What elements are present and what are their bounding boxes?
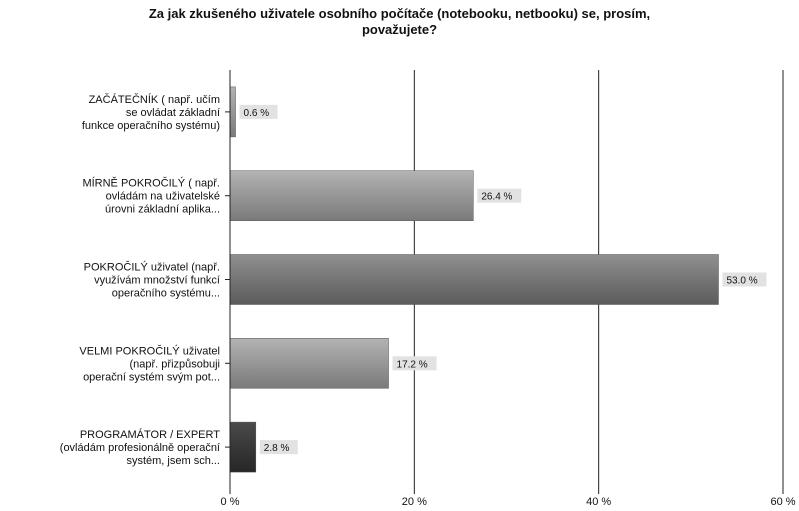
data-label-bg xyxy=(392,356,437,371)
x-tick-label: 0 % xyxy=(221,496,240,508)
bar xyxy=(229,338,389,389)
category-label: POKROČILÝ uživatel (např. využívám množst… xyxy=(84,261,220,300)
data-label: 17.2 % xyxy=(397,359,428,370)
x-tick-label: 40 % xyxy=(586,496,611,508)
bar xyxy=(229,170,474,221)
category-label: PROGRAMÁTOR / EXPERT (ovládám profesionál… xyxy=(60,428,220,467)
x-tick-label: 60 % xyxy=(770,496,795,508)
data-label: 0.6 % xyxy=(244,108,270,119)
category-label: MÍRNĚ POKROČILÝ ( např. ovládám na uživat… xyxy=(82,177,220,216)
bar xyxy=(229,254,719,305)
bars-layer xyxy=(229,86,719,473)
bar xyxy=(229,421,257,473)
labels-layer: ZAČÁTEČNÍK ( např. učím se ovládat základ… xyxy=(60,93,767,467)
category-label: VELMI POKROČILÝ uživatel (např. přizpůsob… xyxy=(79,344,220,383)
data-label: 53.0 % xyxy=(726,276,757,287)
data-label: 26.4 % xyxy=(481,192,512,203)
data-label-bg xyxy=(722,272,767,287)
chart-title-line-1: Za jak zkušeného uživatele osobního počí… xyxy=(148,6,651,21)
x-tick-label: 20 % xyxy=(402,496,427,508)
bar xyxy=(229,86,236,138)
data-label-bg xyxy=(477,188,522,203)
chart-title: Za jak zkušeného uživatele osobního počí… xyxy=(0,6,799,38)
data-label: 2.8 % xyxy=(264,443,290,454)
data-label-bg xyxy=(259,440,298,455)
category-label: ZAČÁTEČNÍK ( např. učím se ovládat základ… xyxy=(82,93,220,132)
chart-title-line-2: považujete? xyxy=(361,22,438,37)
axis-layer: 0 % 20 % 40 % 60 % xyxy=(221,70,796,508)
data-label-bg xyxy=(239,104,278,119)
